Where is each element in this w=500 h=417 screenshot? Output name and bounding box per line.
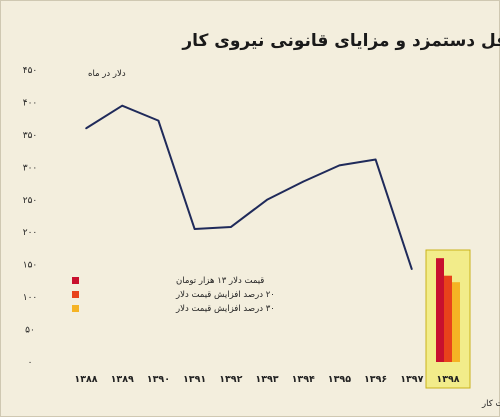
y-tick-label: ۳۰۰ [23, 163, 38, 173]
y-tick-label: ۴۰۰ [23, 98, 38, 108]
legend-label: ۲۰ درصد افزایش قیمت دلار [175, 290, 275, 300]
x-tick-label: ۱۳۹۸ [436, 374, 459, 385]
projection-bar [452, 282, 460, 362]
series-point [411, 268, 413, 271]
y-tick-label: ۵۰ [25, 326, 35, 336]
series-point [121, 104, 123, 107]
y-tick-label: ۱۰۰ [23, 293, 38, 303]
series-point [157, 119, 160, 122]
series-line [85, 104, 413, 270]
legend-label: قیمت دلار ۱۳ هزار تومان [176, 276, 264, 286]
legend-swatch [72, 277, 79, 284]
series-point [374, 158, 377, 161]
series-point [338, 164, 341, 167]
y-tick-label: ۱۵۰ [23, 261, 38, 271]
series-point [85, 127, 87, 130]
x-tick-label: ۱۳۹۶ [364, 374, 387, 385]
legend-label: ۳۰ درصد افزایش قیمت دلار [175, 304, 275, 314]
y-tick-label: ۰ [28, 358, 33, 368]
x-tick-label: ۱۳۸۸ [74, 374, 97, 385]
chart-title: روند حداقل دستمزد و مزایای قانونی نیروی … [181, 31, 500, 51]
x-tick-label: ۱۳۹۷ [400, 374, 423, 385]
y-tick-label: ۲۰۰ [23, 228, 38, 238]
projection-bar [444, 275, 452, 362]
legend-swatch [72, 305, 79, 312]
y-tick-label: ۴۵۰ [23, 66, 38, 76]
y-tick-label: ۲۵۰ [23, 196, 38, 206]
x-tick-label: ۱۳۹۵ [328, 374, 351, 385]
series-point [302, 180, 305, 183]
x-tick-label: ۱۳۸۹ [111, 374, 134, 385]
x-tick-label: ۱۳۹۲ [219, 374, 242, 385]
series-point [266, 198, 268, 201]
x-tick-label: ۱۳۹۳ [255, 374, 278, 385]
legend-swatch [72, 291, 79, 298]
y-tick-label: ۳۵۰ [23, 131, 38, 141]
x-tick-label: ۱۳۹۱ [183, 374, 206, 385]
x-tick-label: ۱۳۹۴ [292, 374, 315, 385]
x-tick-label: ۱۳۹۰ [147, 374, 170, 385]
y-axis-label: دلار در ماه [88, 69, 126, 79]
projection-bar [436, 258, 444, 362]
source-note: تحلیل و استنتاج: احسان سلطانی بر اساس دا… [481, 399, 500, 409]
series-point [193, 228, 196, 230]
series-point [230, 226, 232, 228]
